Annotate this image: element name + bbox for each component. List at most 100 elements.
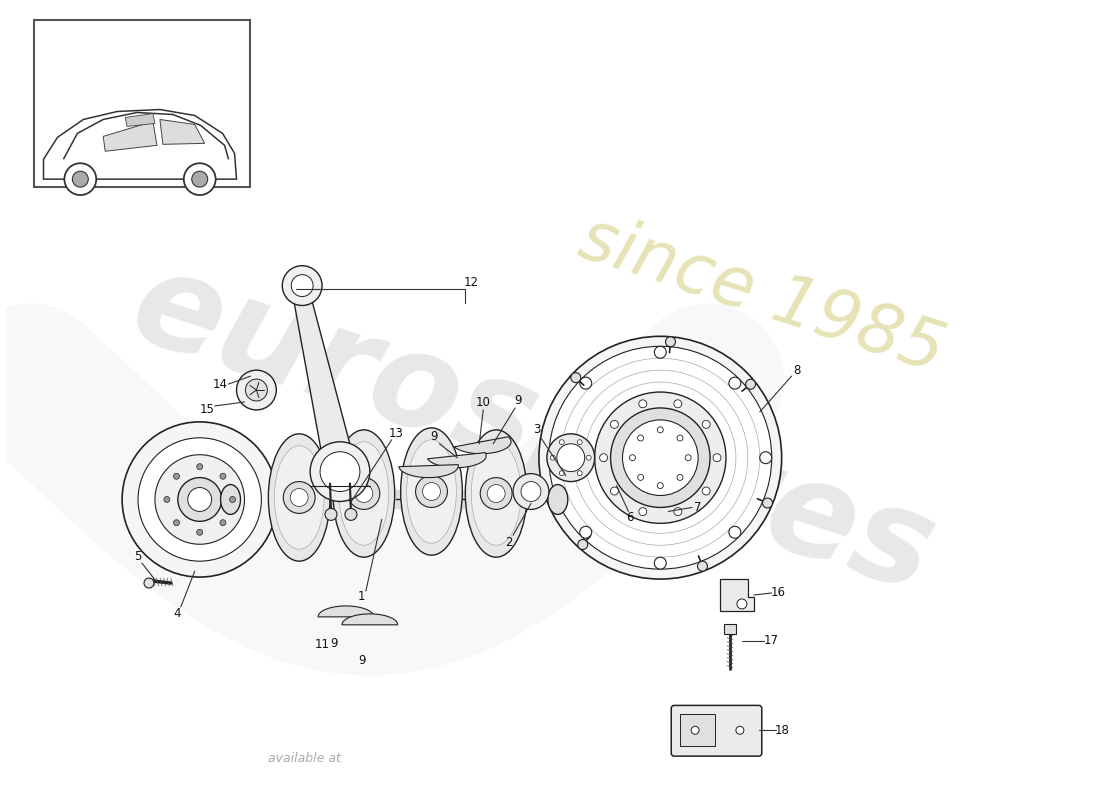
Circle shape [550,455,556,460]
Text: 12: 12 [464,276,478,289]
Circle shape [320,452,360,491]
Circle shape [345,509,356,520]
Polygon shape [318,606,374,617]
Circle shape [245,379,267,401]
Circle shape [595,392,726,523]
Ellipse shape [548,485,568,514]
Circle shape [487,485,505,502]
Circle shape [658,427,663,433]
Circle shape [639,508,647,516]
Text: eurospares: eurospares [117,241,949,619]
Circle shape [666,337,675,346]
Circle shape [760,452,772,464]
Polygon shape [294,298,360,486]
Circle shape [559,440,564,445]
Polygon shape [103,122,157,151]
Circle shape [578,470,582,476]
Circle shape [220,474,225,479]
Text: 4: 4 [173,607,180,620]
Circle shape [326,509,337,520]
Text: 14: 14 [213,378,228,390]
Circle shape [658,482,663,489]
Circle shape [685,454,691,461]
Ellipse shape [339,442,388,546]
Text: 9: 9 [330,638,338,650]
Circle shape [290,489,308,506]
Circle shape [676,435,683,441]
Circle shape [549,452,561,464]
Text: 17: 17 [763,634,778,647]
FancyBboxPatch shape [34,20,251,187]
Circle shape [188,487,211,511]
Circle shape [220,520,225,526]
Circle shape [610,420,618,428]
Circle shape [230,497,235,502]
Circle shape [348,478,380,510]
Circle shape [610,487,618,495]
Text: 9: 9 [359,654,365,667]
Text: 15: 15 [199,403,214,417]
Circle shape [184,163,216,195]
Circle shape [559,470,564,476]
Circle shape [610,408,710,507]
Ellipse shape [274,446,324,550]
Text: 2: 2 [505,536,513,549]
Text: 11: 11 [315,638,330,651]
Ellipse shape [400,428,462,555]
Circle shape [578,440,582,445]
Circle shape [513,474,549,510]
Circle shape [164,497,169,502]
Circle shape [697,562,707,571]
Circle shape [623,420,698,495]
Text: 9: 9 [431,430,438,443]
Text: 5: 5 [134,550,142,562]
Circle shape [292,274,313,297]
Polygon shape [125,114,155,126]
Circle shape [422,482,440,501]
Text: 1: 1 [359,590,365,603]
Circle shape [676,474,683,480]
Polygon shape [399,465,459,478]
Circle shape [638,474,644,480]
Polygon shape [342,614,398,625]
Circle shape [571,373,581,382]
Circle shape [654,346,667,358]
Text: 10: 10 [476,397,491,410]
Circle shape [578,539,587,550]
Circle shape [639,400,647,408]
Circle shape [557,444,585,472]
Text: 6: 6 [626,511,634,524]
Circle shape [737,599,747,609]
Circle shape [310,442,370,502]
Ellipse shape [407,440,456,543]
Circle shape [178,478,221,522]
Circle shape [236,370,276,410]
Text: available at: available at [267,752,341,765]
Ellipse shape [465,430,527,557]
Circle shape [746,379,756,389]
Circle shape [283,266,322,306]
Circle shape [197,464,202,470]
FancyBboxPatch shape [671,706,762,756]
Text: 7: 7 [694,501,702,514]
Circle shape [191,171,208,187]
Text: 8: 8 [793,364,801,377]
Circle shape [674,508,682,516]
Text: 3: 3 [534,423,540,436]
Circle shape [729,526,740,538]
Circle shape [122,422,277,577]
Polygon shape [160,119,205,144]
Circle shape [481,478,513,510]
Polygon shape [454,437,512,454]
Circle shape [73,171,88,187]
Text: since 1985: since 1985 [571,205,953,386]
Circle shape [580,526,592,538]
Circle shape [674,400,682,408]
Circle shape [284,482,315,514]
Text: 13: 13 [388,427,403,440]
Ellipse shape [221,485,241,514]
Circle shape [586,455,591,460]
Circle shape [144,578,154,588]
Circle shape [155,454,244,544]
Circle shape [762,498,772,508]
